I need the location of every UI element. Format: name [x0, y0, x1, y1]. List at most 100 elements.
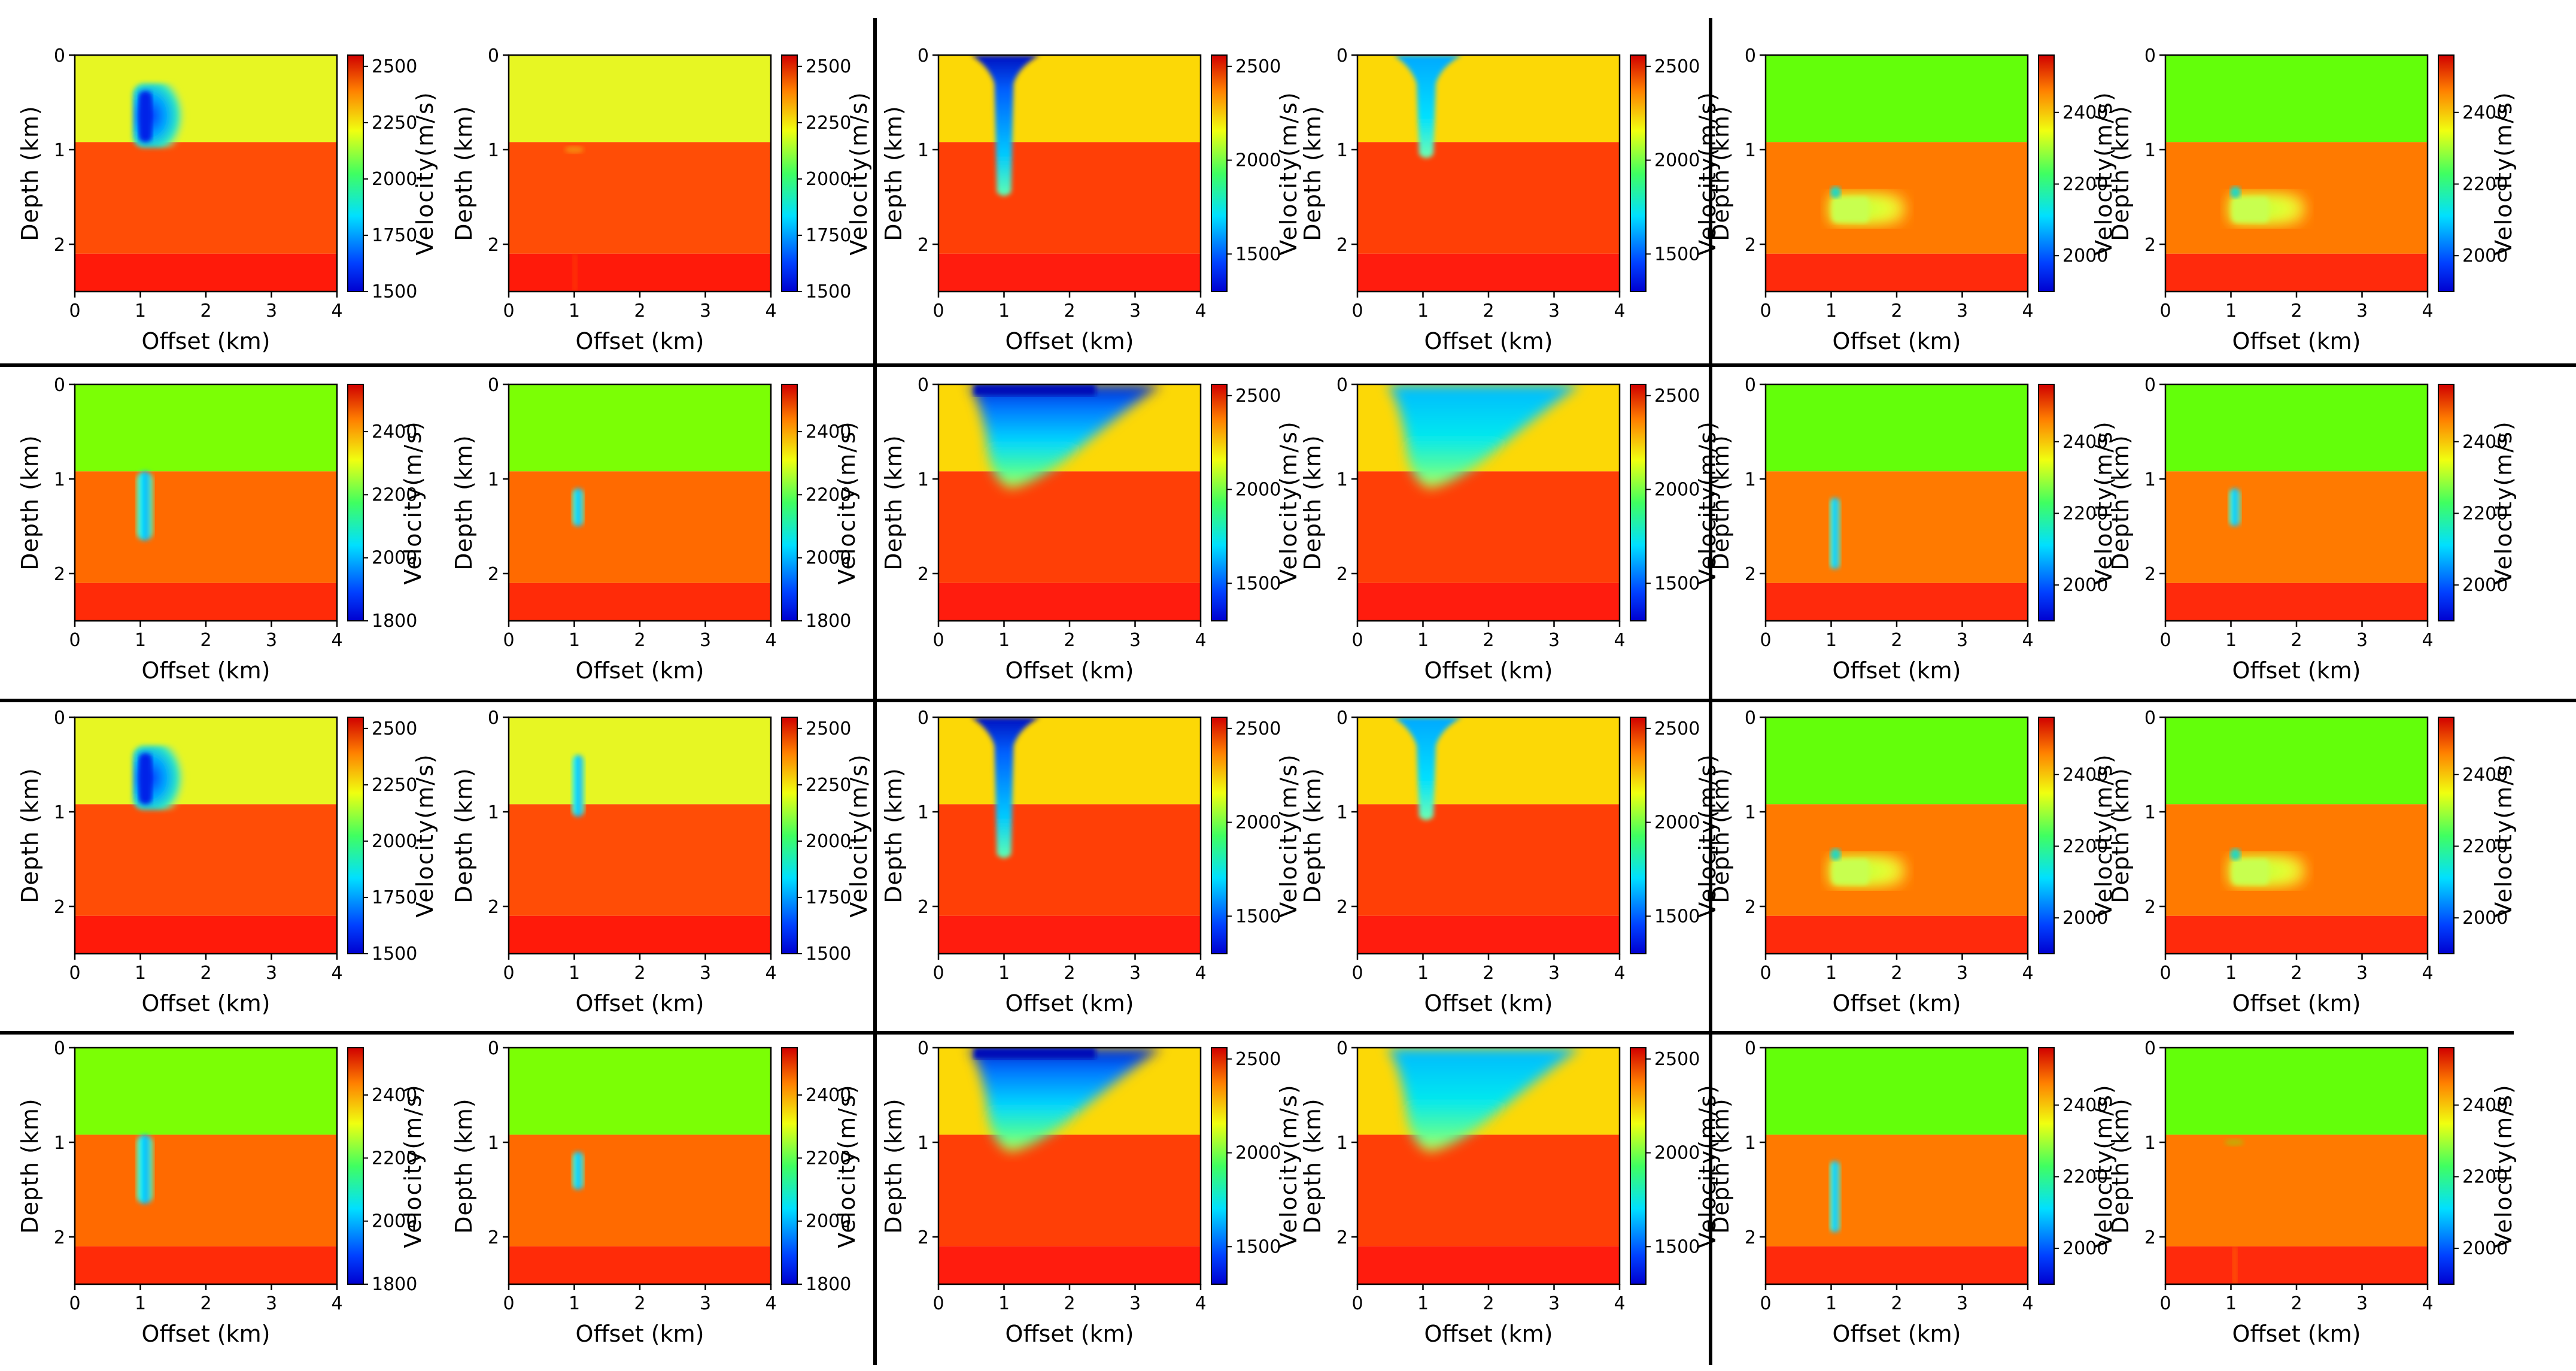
- layer-bottom: [1357, 583, 1620, 621]
- layer-top: [1357, 717, 1620, 805]
- x-tick-label: 1: [1825, 963, 1837, 984]
- x-tick-label: 4: [2422, 301, 2433, 321]
- colorbar: [2438, 1047, 2455, 1285]
- x-tick-label: 4: [2422, 1293, 2433, 1314]
- x-tick-label: 2: [1483, 301, 1494, 321]
- colorbar-tick-label: 2400: [2062, 1095, 2108, 1116]
- x-tick-label: 3: [700, 1293, 711, 1314]
- y-axis-label: Depth (km): [880, 768, 907, 903]
- colorbar-tick-label: 1800: [806, 611, 851, 632]
- anomaly-plume: [971, 55, 1040, 196]
- colorbar-tick-label: 2500: [1235, 1049, 1281, 1070]
- layer-middle: [938, 142, 1201, 254]
- x-tick-label: 0: [503, 963, 514, 984]
- y-tick-label: 2: [488, 235, 499, 256]
- y-tick-label: 2: [1745, 235, 1756, 256]
- colorbar-tick-label: 2000: [1654, 480, 1700, 501]
- y-tick-label: 0: [918, 46, 929, 66]
- colorbar-tick-label: 2000: [2062, 575, 2108, 596]
- x-tick-label: 1: [1825, 301, 1837, 321]
- colorbar-tick-label: 2000: [372, 1211, 417, 1232]
- plot-area: [75, 55, 337, 292]
- plot-area: [1766, 1048, 2028, 1284]
- colorbar-tick-label: 2400: [372, 1085, 417, 1106]
- y-tick-label: 1: [1745, 140, 1756, 161]
- layer-bottom: [938, 253, 1201, 292]
- colorbar-tick-label: 2200: [806, 1148, 851, 1169]
- colorbar-label: Velocity(m/s): [1275, 420, 1302, 584]
- x-tick-label: 1: [2225, 963, 2237, 984]
- colorbar-tick-label: 2400: [806, 1085, 851, 1106]
- plot-area: [1766, 384, 2028, 621]
- colorbar-tick-label: 2000: [1654, 150, 1700, 171]
- anomaly-block-tip: [1830, 186, 1841, 199]
- colorbar-tick-label: 1500: [1235, 1236, 1281, 1257]
- colorbar-label: Velocity(m/s): [412, 91, 438, 255]
- y-tick-label: 2: [54, 1227, 65, 1248]
- anomaly-pill: [136, 471, 153, 541]
- plot-area: [1357, 55, 1620, 292]
- colorbar-tick-label: 2000: [2062, 1238, 2108, 1259]
- layer-top: [938, 717, 1201, 805]
- anomaly-block-tip: [2229, 848, 2241, 861]
- x-tick-label: 2: [2291, 630, 2302, 651]
- y-tick-label: 1: [488, 469, 499, 490]
- colorbar-label: Velocity(m/s): [1694, 753, 1721, 917]
- x-axis-label: Offset (km): [1833, 1321, 1961, 1347]
- colorbar-tick-label: 2250: [806, 775, 851, 796]
- colorbar-tick-label: 2000: [372, 169, 417, 190]
- x-tick-label: 1: [569, 301, 580, 321]
- y-tick-label: 2: [54, 235, 65, 256]
- y-tick-label: 0: [1745, 1038, 1756, 1059]
- x-tick-label: 0: [503, 1293, 514, 1314]
- layer-middle: [509, 804, 771, 916]
- layer-bottom: [938, 1246, 1201, 1284]
- layer-bottom: [509, 583, 771, 621]
- colorbar: [1630, 717, 1647, 954]
- x-tick-label: 0: [1351, 630, 1363, 651]
- layer-middle: [938, 471, 1201, 583]
- x-tick-label: 3: [1957, 630, 1968, 651]
- x-tick-label: 1: [1417, 630, 1429, 651]
- y-tick-label: 1: [488, 802, 499, 823]
- layer-top: [509, 384, 771, 472]
- x-tick-label: 1: [135, 1293, 146, 1314]
- colorbar-tick-label: 2000: [2062, 245, 2108, 266]
- y-tick-label: 0: [488, 46, 499, 66]
- layer-middle: [509, 1135, 771, 1246]
- anomaly-core: [138, 753, 152, 805]
- y-tick-label: 0: [2144, 375, 2156, 396]
- colorbar-tick-label: 2000: [1235, 480, 1281, 501]
- y-tick-label: 0: [54, 375, 65, 396]
- x-tick-label: 4: [2422, 963, 2433, 984]
- colorbar-tick-label: 2000: [372, 831, 417, 852]
- layer-bottom: [1357, 1246, 1620, 1284]
- x-tick-label: 3: [1129, 1293, 1141, 1314]
- panel-dividers: [0, 18, 2576, 1365]
- colorbar-label: Velocity(m/s): [1275, 753, 1302, 917]
- plot-area: [509, 1048, 771, 1284]
- colorbar-tick-label: 2000: [1235, 150, 1281, 171]
- y-tick-label: 1: [488, 140, 499, 161]
- x-tick-label: 2: [200, 630, 211, 651]
- panel-r4-c4: 0 1 2 3 4 0 1 2 Offset (km) Depth (km) 1500 2000 250…: [1299, 1038, 1721, 1347]
- plot-area: [75, 384, 337, 621]
- colorbar-tick-label: 2200: [806, 484, 851, 505]
- colorbar-tick-label: 2200: [2462, 503, 2508, 524]
- x-tick-label: 4: [2022, 963, 2033, 984]
- colorbar-tick-label: 1500: [1235, 244, 1281, 265]
- x-axis-label: Offset (km): [2232, 990, 2361, 1017]
- colorbar-tick-label: 1800: [372, 1274, 417, 1295]
- x-tick-label: 1: [2225, 630, 2237, 651]
- layer-bottom: [1357, 915, 1620, 954]
- y-tick-label: 2: [918, 1227, 929, 1248]
- colorbar: [1211, 1047, 1228, 1285]
- colorbar-tick-label: 2500: [1654, 1049, 1700, 1070]
- anomaly-wedge: [1387, 384, 1581, 489]
- layer-top: [2165, 55, 2428, 142]
- colorbar-tick-label: 2500: [1235, 718, 1281, 739]
- colorbar-label: Velocity(m/s): [1694, 91, 1721, 255]
- colorbar-label: Velocity(m/s): [400, 420, 426, 584]
- colorbar-label: Velocity(m/s): [1694, 420, 1721, 584]
